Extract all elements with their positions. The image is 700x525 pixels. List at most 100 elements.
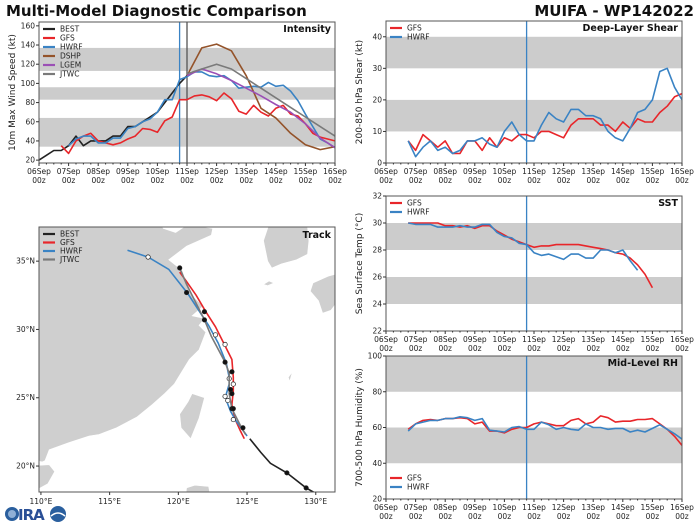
- legend-label: BEST: [60, 230, 80, 239]
- legend-label: GFS: [407, 199, 422, 208]
- plot-area: [386, 196, 682, 331]
- x-tick-label: 07Sep: [404, 335, 428, 344]
- series-line-gfs: [60, 92, 335, 155]
- x-tick-label: 16Sep: [323, 167, 347, 176]
- map-frame: [38, 226, 336, 493]
- track-marker: [212, 332, 218, 338]
- land-kyushu: [309, 274, 335, 314]
- legend-label: HWRF: [60, 247, 83, 256]
- panel-sst: 06Sep00z07Sep00z08Sep00z09Sep00z10Sep00z…: [355, 192, 694, 354]
- track-marker: [228, 387, 234, 393]
- x-tick-label: 11Sep: [522, 503, 546, 512]
- series-hwrf: [408, 222, 639, 271]
- y-tick-label: 30: [372, 219, 382, 228]
- series-jtwc: [186, 63, 335, 137]
- lat-tick-label: 25°N: [16, 393, 35, 402]
- x-tick-label: 00z: [468, 176, 482, 185]
- panel-title: Deep-Layer Shear: [583, 23, 679, 34]
- x-tick-label: 00z: [299, 176, 313, 185]
- x-tick-label: 00z: [527, 512, 541, 521]
- series-gfs: [60, 92, 335, 155]
- y-tick-label: 40: [372, 459, 382, 468]
- legend-label: JTWC: [59, 255, 79, 264]
- track-marker: [229, 369, 235, 375]
- x-tick-label: 00z: [646, 512, 660, 521]
- x-tick-label: 00z: [269, 176, 283, 185]
- x-tick-label: 10Sep: [493, 503, 517, 512]
- x-tick-label: 00z: [438, 512, 452, 521]
- y-tick-label: 32: [372, 192, 382, 201]
- legend-label: GFS: [407, 24, 422, 33]
- x-tick-label: 13Sep: [581, 503, 605, 512]
- shaded-band: [386, 277, 682, 304]
- x-tick-label: 06Sep: [374, 503, 398, 512]
- x-tick-label: 00z: [557, 512, 571, 521]
- x-tick-label: 13Sep: [581, 335, 605, 344]
- x-tick-label: 12Sep: [552, 167, 576, 176]
- panel-intensity: 06Sep00z07Sep00z08Sep00z09Sep00z10Sep00z…: [8, 21, 347, 185]
- panel-title: SST: [658, 198, 678, 209]
- legend-label: HWRF: [60, 43, 83, 52]
- x-tick-label: 16Sep: [670, 167, 694, 176]
- y-tick-label: 100: [21, 79, 36, 88]
- y-axis-label: Sea Surface Temp (°C): [355, 213, 365, 314]
- lat-tick-label: 30°N: [16, 325, 35, 334]
- track-best: [249, 438, 315, 492]
- panel-rh: 06Sep00z07Sep00z08Sep00z09Sep00z10Sep00z…: [355, 352, 694, 522]
- x-tick-label: 09Sep: [463, 335, 487, 344]
- lon-tick-label: 125°E: [236, 497, 259, 506]
- series-line-hwrf: [407, 67, 682, 158]
- x-tick-label: 11Sep: [522, 167, 546, 176]
- x-tick-label: 00z: [557, 176, 571, 185]
- legend-label: GFS: [60, 34, 75, 43]
- legend-label: LGEM: [60, 61, 81, 70]
- legend-label: JTWC: [59, 70, 79, 79]
- x-tick-label: 06Sep: [374, 335, 398, 344]
- x-tick-label: 00z: [616, 344, 630, 353]
- track-marker: [230, 381, 236, 387]
- y-axis-label: 10m Max Wind Speed (kt): [8, 34, 18, 151]
- y-tick-label: 0: [377, 159, 382, 168]
- x-tick-label: 15Sep: [641, 167, 665, 176]
- panel-track: 110°E 115°E 120°E 125°E 130°E 20°N 25°N 30°N 35°…: [16, 226, 336, 506]
- storm-id: MUIFA - WP142022: [534, 2, 694, 20]
- x-tick-label: 06Sep: [27, 167, 51, 176]
- land-jeju: [262, 280, 275, 287]
- x-tick-label: 00z: [498, 344, 512, 353]
- x-tick-label: 08Sep: [86, 167, 110, 176]
- series-lgem: [186, 68, 335, 149]
- x-tick-label: 08Sep: [433, 335, 457, 344]
- x-tick-label: 00z: [527, 176, 541, 185]
- track-marker: [230, 406, 236, 412]
- x-tick-label: 12Sep: [552, 335, 576, 344]
- land-okinawa: [287, 371, 293, 383]
- x-tick-label: 15Sep: [641, 503, 665, 512]
- x-tick-label: 00z: [527, 344, 541, 353]
- legend-label: BEST: [60, 25, 80, 34]
- plot-area: [39, 22, 335, 163]
- y-tick-label: 40: [25, 136, 35, 145]
- x-tick-label: 00z: [379, 344, 393, 353]
- track-line-jtwc: [178, 267, 247, 436]
- lat-tick-label: 35°N: [16, 257, 35, 266]
- x-tick-label: 00z: [586, 176, 600, 185]
- plot-area: [386, 21, 682, 163]
- x-tick-label: 00z: [409, 512, 423, 521]
- y-tick-label: 20: [25, 156, 35, 165]
- track-marker: [303, 485, 309, 491]
- series-dshp: [186, 43, 335, 151]
- x-tick-label: 00z: [498, 512, 512, 521]
- x-tick-label: 14Sep: [611, 167, 635, 176]
- x-tick-label: 13Sep: [581, 167, 605, 176]
- legend-label: GFS: [60, 238, 75, 247]
- x-tick-label: 06Sep: [374, 167, 398, 176]
- x-tick-label: 11Sep: [522, 335, 546, 344]
- x-tick-label: 00z: [409, 344, 423, 353]
- x-tick-label: 07Sep: [404, 503, 428, 512]
- x-tick-label: 00z: [210, 176, 224, 185]
- series-hwrf: [407, 415, 682, 440]
- panel-title: Track: [303, 230, 332, 241]
- figure-title: Multi-Model Diagnostic Comparison: [6, 2, 307, 20]
- track-marker: [222, 341, 228, 348]
